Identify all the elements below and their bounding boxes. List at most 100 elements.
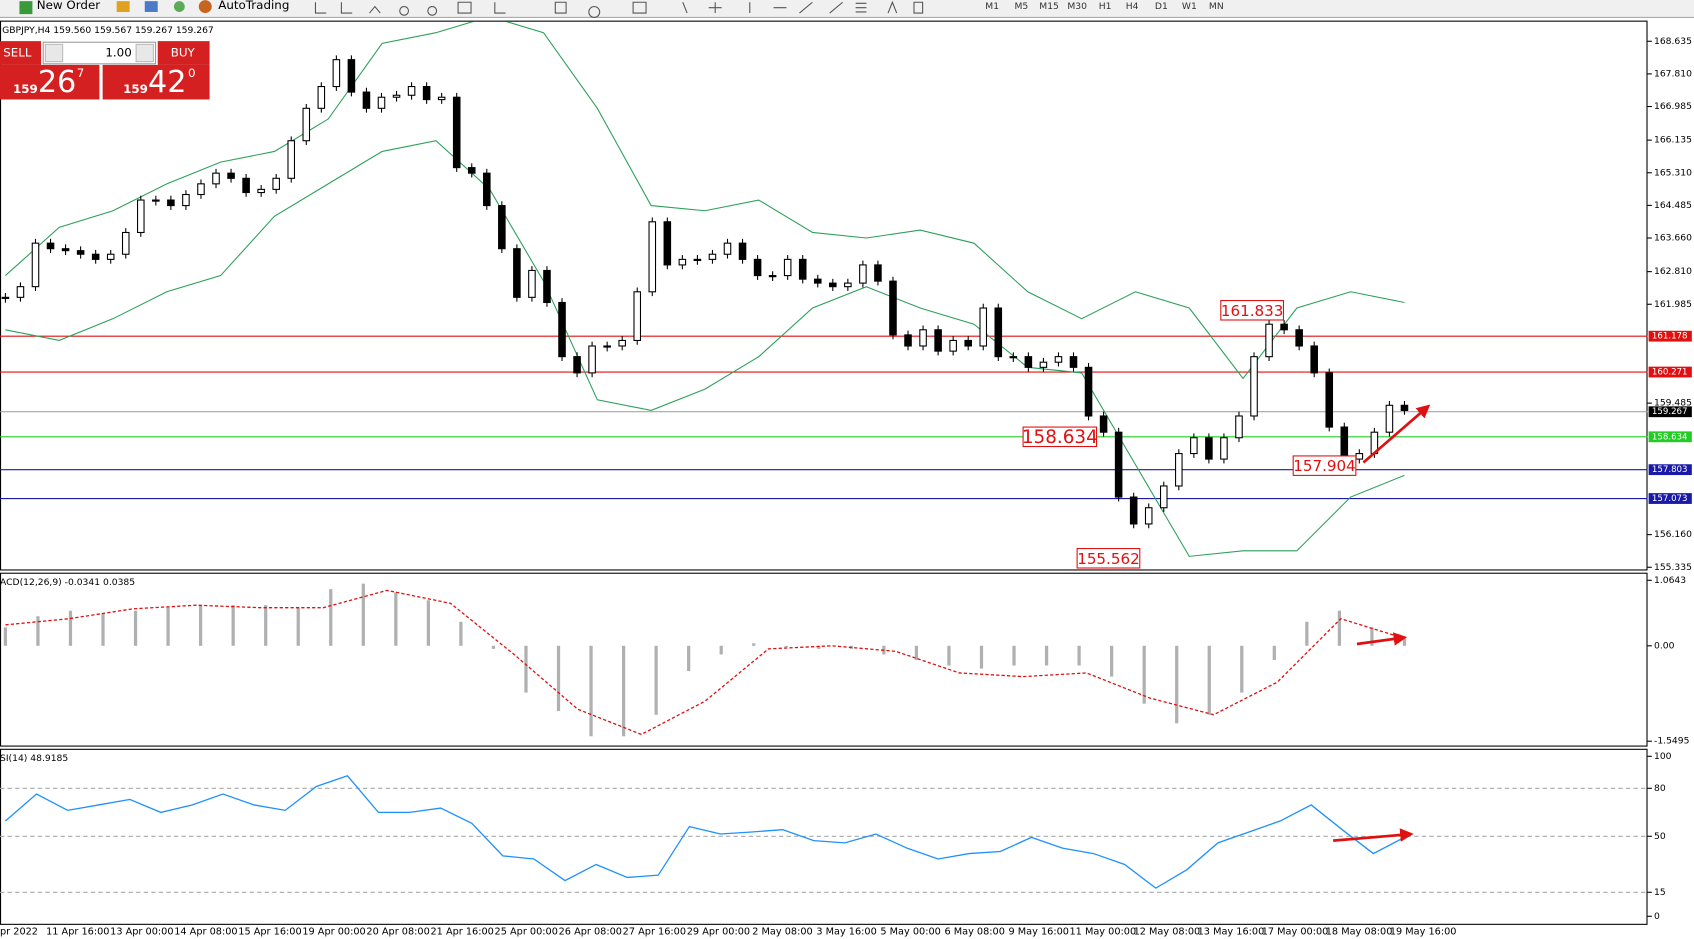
y-tick-label: 165.310 — [1654, 167, 1692, 178]
lot-input[interactable] — [42, 41, 157, 65]
candle-body — [543, 269, 551, 304]
bollinger-band — [5, 21, 1405, 380]
candle-body — [618, 339, 626, 347]
candle-body — [1235, 415, 1243, 439]
candle-body — [708, 253, 717, 260]
candle-body — [558, 301, 566, 358]
macd-bar — [947, 645, 951, 666]
timeframe-button[interactable]: M1 — [985, 1, 999, 12]
timeframe-button[interactable]: D1 — [1155, 1, 1168, 12]
y-tick-label: 50 — [1654, 831, 1666, 842]
timeframe-button[interactable]: H1 — [1099, 1, 1112, 12]
x-tick-label: 13 May 16:00 — [1198, 926, 1265, 937]
candle-body — [934, 329, 942, 352]
sell-price-big[interactable]: 159 — [13, 82, 38, 96]
autotrading-button[interactable]: AutoTrading — [218, 0, 289, 12]
candle-body — [1024, 356, 1033, 368]
macd-bar — [1370, 627, 1374, 646]
candle-body — [1144, 507, 1153, 525]
timeframe-button[interactable]: MN — [1209, 1, 1224, 12]
candle-body — [91, 253, 100, 260]
candle-body — [919, 329, 927, 347]
candle-body — [407, 86, 416, 96]
buy-price-main[interactable]: 42 — [148, 65, 186, 100]
x-tick-label: 13 Apr 00:00 — [110, 926, 173, 937]
timeframe-button[interactable]: M30 — [1067, 1, 1087, 12]
candle-body — [1175, 453, 1183, 487]
macd-bar — [394, 592, 398, 646]
sell-price-pip[interactable]: 7 — [77, 66, 85, 80]
new-order-button[interactable]: New Order — [37, 0, 101, 12]
x-tick-label: 25 Apr 00:00 — [495, 926, 558, 937]
price-annotation: 157.904 — [1293, 457, 1355, 475]
candle-body — [167, 199, 175, 207]
toolbar-icon[interactable] — [116, 1, 130, 12]
toolbar — [0, 0, 1694, 18]
autotrading-icon[interactable] — [198, 0, 212, 14]
x-tick-label: 27 Apr 16:00 — [623, 926, 686, 937]
macd-bar — [264, 605, 268, 646]
macd-bar — [621, 645, 626, 737]
buy-label[interactable]: BUY — [171, 46, 196, 60]
x-tick-label: 29 Apr 00:00 — [687, 926, 750, 937]
macd-bar — [1110, 645, 1114, 677]
trend-arrow — [1333, 828, 1414, 842]
sell-price[interactable] — [0, 64, 100, 100]
buy-price[interactable] — [102, 64, 210, 100]
timeframe-button[interactable]: W1 — [1182, 1, 1197, 12]
one-click-trading-panel: SELL 1.00 BUY 159 26 7 159 42 0 — [0, 41, 210, 100]
candle-body — [648, 221, 657, 293]
sell-label[interactable]: SELL — [3, 46, 32, 60]
macd-bar — [68, 610, 73, 646]
candle-body — [979, 307, 988, 347]
y-tick-label: 1.0643 — [1654, 575, 1686, 586]
candle-body — [392, 94, 401, 98]
sell-button[interactable] — [0, 41, 42, 65]
candle-body — [1039, 361, 1048, 368]
candle-body — [46, 242, 55, 250]
sell-price-main[interactable]: 26 — [38, 65, 76, 100]
candle-body — [678, 258, 687, 266]
y-tick-label: 155.335 — [1654, 562, 1692, 573]
y-tick-label: 167.810 — [1654, 68, 1692, 79]
candle-body — [362, 91, 371, 109]
toolbar-tools — [314, 0, 924, 18]
toolbar-icon[interactable] — [144, 1, 158, 12]
candle-body — [859, 264, 867, 284]
macd-bar — [524, 645, 528, 693]
price-level-tag — [1648, 493, 1692, 504]
timeframe-button[interactable]: M15 — [1039, 1, 1059, 12]
buy-price-big[interactable]: 159 — [123, 82, 148, 96]
candle-body — [994, 307, 1003, 358]
candle-body — [1069, 356, 1078, 368]
toolbar-icon[interactable] — [173, 1, 185, 12]
macd-plot — [3, 583, 1407, 737]
candle-body — [844, 282, 852, 288]
macd-bar — [133, 610, 138, 646]
buy-button[interactable] — [157, 41, 210, 65]
macd-bar — [101, 613, 105, 646]
candle-body — [467, 167, 476, 174]
lot-down[interactable] — [44, 43, 64, 63]
candle-body — [603, 345, 611, 348]
macd-frame — [0, 572, 1648, 747]
new-order-icon[interactable] — [19, 1, 33, 15]
candle-body — [332, 59, 341, 88]
macd-bar — [817, 645, 821, 649]
x-tick-label: 9 May 16:00 — [1009, 926, 1069, 937]
buy-price-pip[interactable]: 0 — [188, 66, 196, 80]
candle-body — [829, 282, 837, 288]
timeframe-button[interactable]: H4 — [1126, 1, 1139, 12]
macd-bar — [36, 616, 40, 646]
lot-value[interactable]: 1.00 — [105, 46, 131, 60]
price-level-label: 157.803 — [1652, 465, 1688, 475]
candle-body — [483, 172, 491, 207]
macd-bar — [719, 645, 723, 655]
timeframe-button[interactable]: M5 — [1014, 1, 1028, 12]
candle-body — [317, 86, 326, 109]
lot-up[interactable] — [135, 43, 154, 63]
macd-bar — [459, 621, 463, 646]
macd-bar — [491, 645, 496, 649]
candle-body — [347, 59, 356, 93]
